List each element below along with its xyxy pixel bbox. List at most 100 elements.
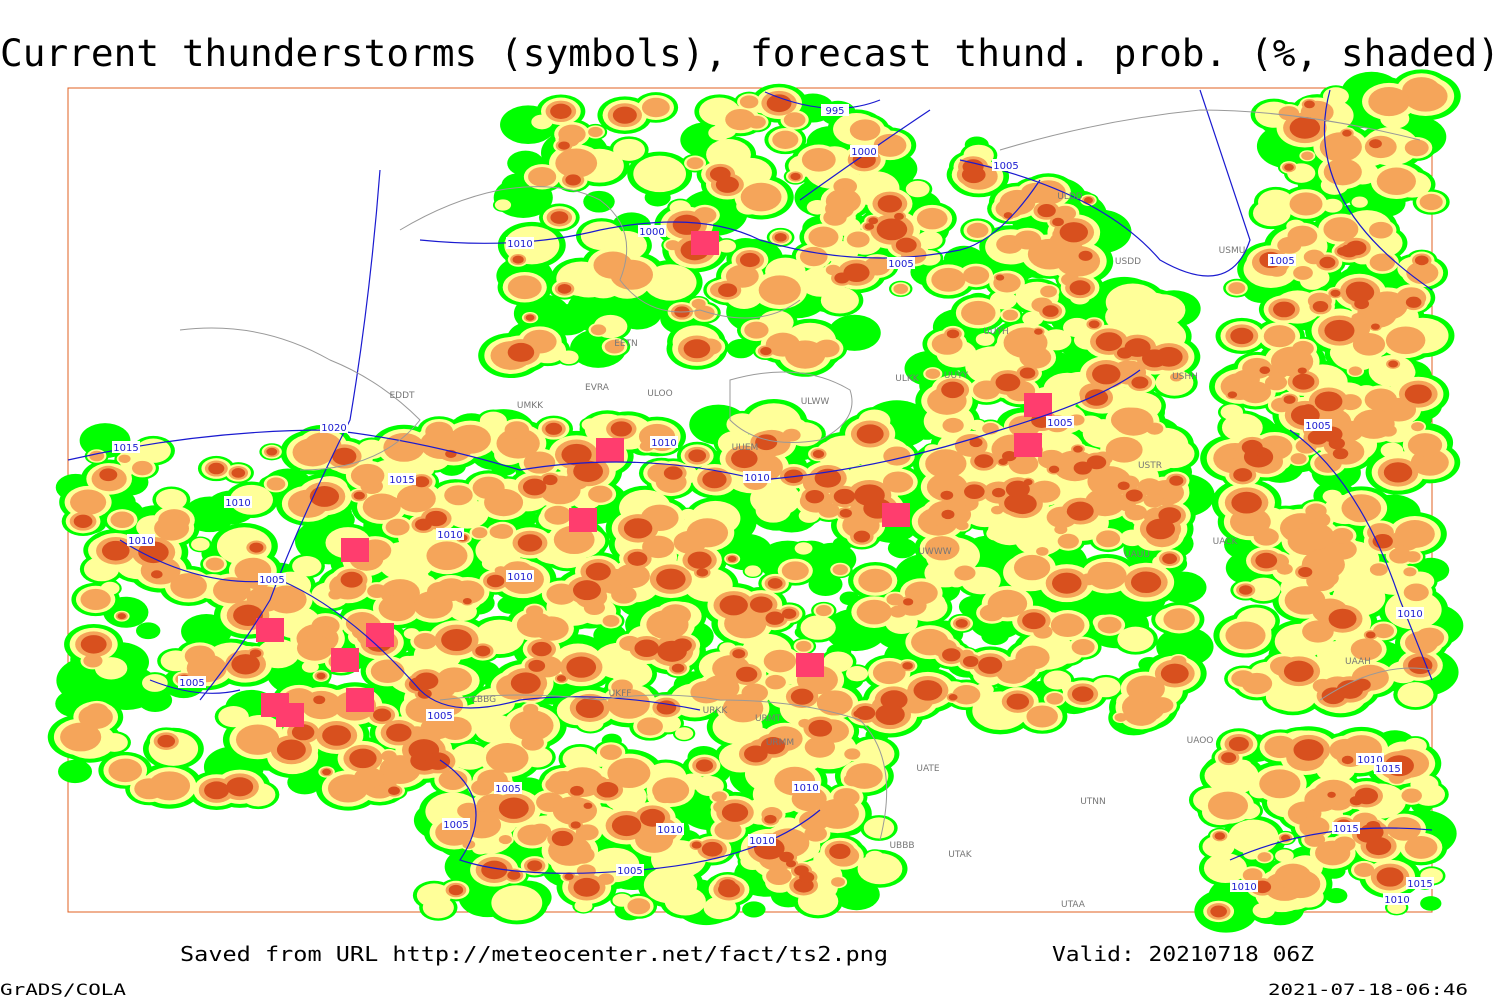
shade-cell xyxy=(991,505,1004,515)
isobar-label-bg xyxy=(1230,880,1258,892)
shade-cell xyxy=(1330,289,1341,297)
station-code: UUEM xyxy=(732,443,759,453)
shade-cell xyxy=(292,556,322,577)
shade-cell xyxy=(383,432,425,462)
shade-cell xyxy=(1087,561,1127,590)
station-code: URMT xyxy=(755,714,782,724)
shade-cell xyxy=(1365,631,1376,639)
shade-cell xyxy=(1207,791,1249,820)
shade-cell xyxy=(1022,311,1044,327)
shade-cell xyxy=(550,211,569,224)
shade-cell xyxy=(849,119,881,141)
shade-cell xyxy=(872,661,906,685)
shade-cell xyxy=(652,777,690,804)
isobar-label-bg xyxy=(1268,254,1296,266)
credit: GrADS/COLA xyxy=(0,980,126,999)
isobar-label: 1010 xyxy=(1231,882,1256,893)
shade-cell xyxy=(1002,309,1019,321)
shade-cell xyxy=(902,662,913,670)
station-code: UTNN xyxy=(1080,797,1106,807)
shade-cell xyxy=(1293,739,1324,761)
shade-cell xyxy=(820,287,859,314)
shade-cell xyxy=(643,866,698,904)
shade-cell xyxy=(1117,481,1130,490)
station-code: UAOO xyxy=(1187,736,1214,746)
shade-cell xyxy=(1008,453,1039,475)
shade-cell xyxy=(1351,196,1368,208)
shade-cell xyxy=(952,685,981,705)
shade-cell xyxy=(1084,389,1109,406)
shade-cell xyxy=(1278,106,1300,121)
shade-cell xyxy=(744,321,769,339)
isobar-label: 1010 xyxy=(225,498,250,509)
shade-cell xyxy=(373,708,392,722)
station-code: UAAH xyxy=(1345,657,1371,667)
shade-cell xyxy=(877,195,903,213)
shade-cell xyxy=(717,239,737,253)
isobar-label: 1005 xyxy=(179,678,204,689)
shade-cell xyxy=(926,472,968,502)
shade-cell xyxy=(627,551,648,566)
shade-cell xyxy=(1349,322,1371,337)
shade-cell xyxy=(1167,668,1180,678)
shade-cell xyxy=(779,851,794,863)
shade-cell xyxy=(313,695,326,705)
shade-cell xyxy=(1044,490,1057,499)
shade-cell xyxy=(555,148,598,178)
shade-cell xyxy=(787,833,807,847)
shade-cell xyxy=(656,568,686,590)
isobar xyxy=(199,169,381,701)
shade-cell xyxy=(1323,158,1362,186)
shade-cell xyxy=(1163,608,1195,631)
shade-cell xyxy=(644,188,671,207)
shade-cell xyxy=(507,870,521,880)
isobar-label-bg xyxy=(638,225,666,237)
isobar-label-bg xyxy=(224,496,252,508)
station-code: UKFF xyxy=(609,689,632,699)
shade-cell xyxy=(525,314,535,321)
shade-cell xyxy=(340,571,363,588)
shade-cell xyxy=(894,212,904,220)
isobar-label: 995 xyxy=(825,106,844,117)
shade-cell xyxy=(462,811,502,839)
shade-cell xyxy=(986,526,1008,541)
shade-cell xyxy=(1354,787,1379,805)
shade-cell xyxy=(767,578,783,589)
shade-cell xyxy=(1170,372,1183,382)
shade-cell xyxy=(1228,819,1279,855)
shade-cell xyxy=(1388,360,1399,368)
shade-cell xyxy=(808,226,839,248)
shade-cell xyxy=(1239,381,1272,404)
shade-cell xyxy=(941,381,965,399)
isobar-label: 1010 xyxy=(507,572,532,583)
isobar-label-bg xyxy=(506,570,534,582)
shade-cell xyxy=(226,777,254,797)
shade-cell xyxy=(1350,638,1382,661)
shade-cell xyxy=(1238,585,1253,595)
shade-cell xyxy=(765,674,786,690)
shade-cell xyxy=(1169,475,1184,486)
shade-cell xyxy=(671,663,685,673)
shade-cell xyxy=(157,734,176,748)
shade-cell xyxy=(583,600,605,616)
shade-cell xyxy=(542,474,558,486)
shade-cell xyxy=(1348,366,1363,376)
station-code: URMM xyxy=(766,738,794,748)
shade-cell xyxy=(353,491,365,500)
shade-cell xyxy=(564,873,574,880)
shade-cell xyxy=(1404,835,1438,859)
shade-cell xyxy=(552,796,594,825)
shade-cell xyxy=(1252,200,1291,227)
shade-cell xyxy=(1329,738,1362,762)
shade-cell xyxy=(562,746,598,771)
isobar xyxy=(149,679,241,694)
shade-cell xyxy=(961,166,986,184)
shade-cell xyxy=(790,172,801,181)
shade-cell xyxy=(691,841,702,849)
shade-cell xyxy=(160,650,191,672)
isobar-label: 1015 xyxy=(1333,824,1358,835)
shade-cell xyxy=(599,744,622,760)
shade-cell xyxy=(818,502,840,518)
shade-cell xyxy=(1268,678,1317,712)
isobar-label: 1005 xyxy=(1269,256,1294,267)
